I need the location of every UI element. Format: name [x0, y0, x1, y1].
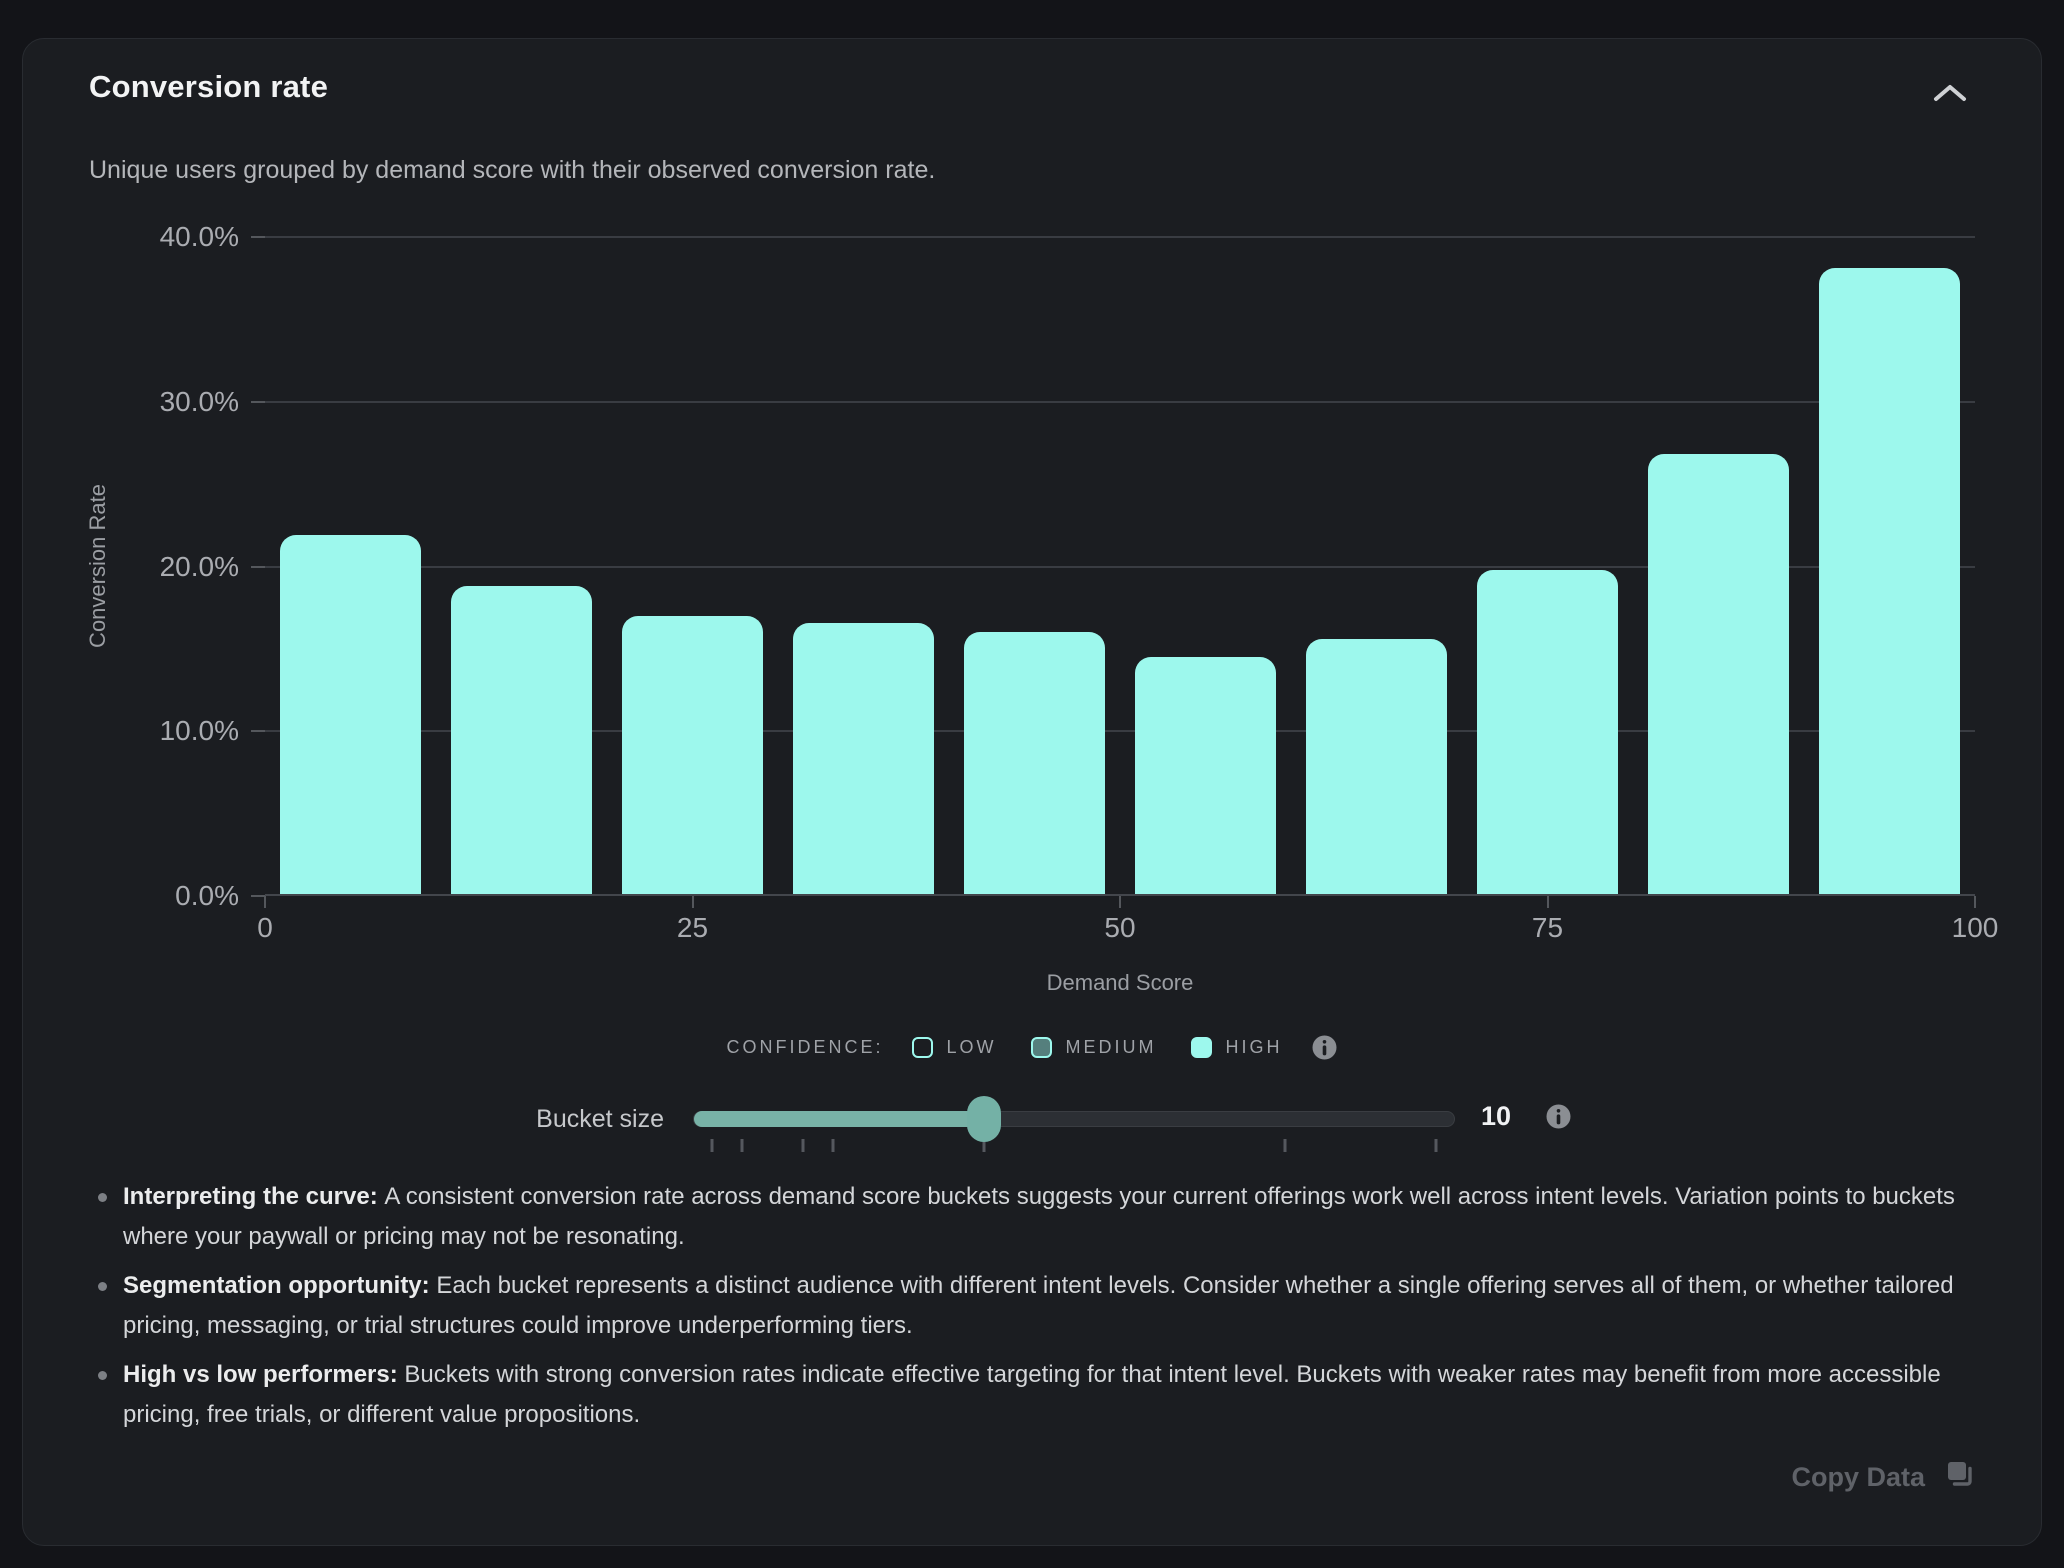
legend-item-high[interactable]: HIGH — [1190, 1037, 1283, 1058]
x-axis-tick — [691, 896, 694, 908]
confidence-legend: CONFIDENCE: LOW MEDIUM HIGH — [89, 1034, 1975, 1061]
gridline — [265, 236, 1975, 238]
note-text: Each bucket represents a distinct audien… — [123, 1272, 1954, 1339]
slider-tick-5 — [831, 1139, 835, 1152]
gridline — [265, 730, 1975, 733]
slider-tick-1 — [710, 1139, 714, 1152]
slider-tick-10 — [982, 1139, 985, 1152]
bucket-size-slider[interactable] — [693, 1096, 1455, 1142]
page-title: Conversion rate — [89, 69, 329, 104]
bar-bucket-10-20[interactable] — [451, 586, 592, 896]
note-text: Buckets with strong conversion rates ind… — [123, 1361, 1941, 1428]
legend-item-medium[interactable]: MEDIUM — [1030, 1037, 1157, 1058]
bar-bucket-80-90[interactable] — [1648, 454, 1789, 896]
bar-bucket-0-10[interactable] — [280, 535, 421, 896]
y-tick-label: 20.0% — [159, 550, 239, 582]
card-footer: Copy Data — [89, 1459, 1975, 1496]
slider-fill — [694, 1111, 984, 1127]
y-axis-tick — [251, 895, 265, 897]
conversion-rate-card: Conversion rate Unique users grouped by … — [22, 38, 2042, 1546]
bar-bucket-50-60[interactable] — [1135, 657, 1276, 896]
slider-tick-2 — [740, 1139, 744, 1152]
bucket-size-control: Bucket size 10 — [89, 1087, 1975, 1159]
x-axis-line — [265, 894, 1975, 896]
x-tick-label: 0 — [257, 912, 273, 943]
x-axis-tick — [1119, 896, 1121, 908]
legend-item-low[interactable]: LOW — [911, 1037, 997, 1058]
bar-bucket-20-30[interactable] — [622, 615, 763, 896]
legend-label: CONFIDENCE: — [726, 1037, 884, 1057]
interpretation-notes: Interpreting the curve: A consistent con… — [89, 1177, 1975, 1435]
legend-item-label: LOW — [946, 1037, 997, 1057]
note-lead: Segmentation opportunity: — [123, 1272, 437, 1299]
slider-tick-20 — [1283, 1139, 1287, 1152]
y-axis-tick — [251, 236, 265, 238]
note-lead: High vs low performers: — [123, 1361, 405, 1388]
x-tick-label: 25 — [676, 912, 709, 943]
gridline — [265, 400, 1975, 403]
note-text: A consistent conversion rate across dema… — [123, 1183, 1955, 1250]
legend-swatch-high — [1190, 1037, 1212, 1058]
bar-series — [265, 237, 1975, 896]
x-axis-title: Demand Score — [1046, 970, 1194, 995]
bucket-size-label: Bucket size — [536, 1105, 664, 1133]
y-axis-tick — [251, 565, 265, 568]
confidence-info-icon[interactable] — [1311, 1034, 1338, 1061]
note-item: Interpreting the curve: A consistent con… — [89, 1177, 1975, 1257]
bar-bucket-60-70[interactable] — [1306, 639, 1447, 896]
y-tick-label: 10.0% — [159, 715, 239, 747]
x-axis-labels: 0 25 50 75 100 — [257, 912, 1998, 948]
bar-bucket-30-40[interactable] — [793, 622, 934, 896]
gridline — [265, 565, 1975, 568]
x-axis-tick — [1546, 896, 1549, 908]
legend-swatch-medium — [1030, 1037, 1052, 1058]
x-axis-tick — [1974, 896, 1976, 908]
chevron-up-icon — [1931, 85, 1969, 108]
note-item: Segmentation opportunity: Each bucket re… — [89, 1266, 1975, 1346]
copy-data-button[interactable]: Copy Data — [1791, 1459, 1975, 1496]
slider-tick-4 — [801, 1139, 805, 1152]
collapse-button[interactable] — [1925, 75, 1975, 114]
conversion-rate-chart: Conversion Rate 0.0% 10.0% 20.0% 30.0% 40.0%… — [85, 221, 1998, 996]
bucket-size-info-icon[interactable] — [1545, 1103, 1572, 1130]
copy-icon — [1945, 1459, 1975, 1496]
y-axis-tick — [251, 400, 265, 403]
bucket-size-value: 10 — [1481, 1101, 1512, 1131]
bar-bucket-90-100[interactable] — [1819, 268, 1960, 896]
bar-bucket-40-50[interactable] — [964, 632, 1105, 896]
y-tick-label: 30.0% — [159, 385, 239, 417]
bar-bucket-70-80[interactable] — [1477, 569, 1618, 896]
plot-area — [251, 236, 1976, 908]
y-axis-labels: 0.0% 10.0% 20.0% 30.0% 40.0% — [89, 221, 265, 911]
slider-thumb[interactable] — [966, 1096, 1001, 1142]
x-axis-tick — [264, 896, 266, 908]
note-lead: Interpreting the curve: — [123, 1183, 385, 1210]
legend-item-label: HIGH — [1225, 1037, 1283, 1057]
card-header: Conversion rate — [89, 69, 1975, 114]
x-tick-label: 100 — [1951, 912, 1999, 943]
legend-swatch-low — [911, 1037, 933, 1058]
legend-item-label: MEDIUM — [1065, 1037, 1157, 1057]
slider-ticks — [693, 1139, 1455, 1153]
x-tick-label: 50 — [1104, 912, 1136, 943]
y-tick-label: 40.0% — [159, 221, 239, 252]
card-subtitle: Unique users grouped by demand score wit… — [89, 156, 936, 184]
y-axis-tick — [251, 730, 265, 733]
note-item: High vs low performers: Buckets with str… — [89, 1355, 1975, 1435]
y-tick-label: 0.0% — [175, 880, 239, 911]
x-tick-label: 75 — [1531, 912, 1564, 943]
slider-tick-25 — [1434, 1139, 1438, 1152]
copy-data-label: Copy Data — [1791, 1462, 1925, 1492]
